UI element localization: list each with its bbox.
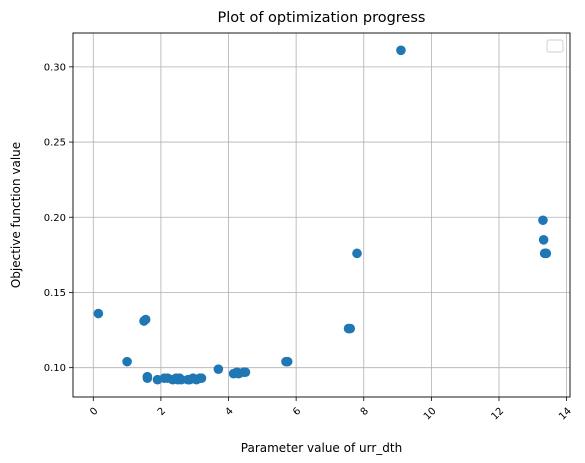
y-tick-label: 0.30 (44, 62, 66, 73)
y-tick-label: 0.20 (44, 213, 66, 224)
plot-frame (72, 32, 571, 398)
y-axis-ticks: 0.10 0.15 0.20 0.25 0.30 (44, 62, 73, 374)
scatter-point (176, 374, 186, 385)
scatter-point (122, 356, 132, 367)
scatter-points (93, 45, 552, 385)
scatter-point (538, 235, 549, 245)
scatter-point (396, 45, 406, 56)
scatter-point (282, 356, 293, 367)
scatter-point (345, 323, 356, 334)
scatter-point (142, 373, 153, 383)
y-tick-label: 0.25 (44, 138, 66, 149)
chart-title: Plot of optimization progress (218, 10, 426, 26)
y-axis-label: Objective function value (9, 142, 23, 288)
scatter-point (541, 248, 552, 259)
scatter-point (240, 367, 251, 377)
y-tick-label: 0.15 (44, 288, 66, 299)
x-axis-label: Parameter value of urr_dth (241, 441, 402, 455)
grid (73, 33, 570, 397)
scatter-point (538, 215, 548, 226)
scatter-point (352, 248, 362, 259)
scatter-point (93, 308, 104, 319)
scatter-point (196, 373, 207, 383)
y-tick-label: 0.10 (44, 363, 66, 374)
scatter-point (213, 364, 224, 374)
scatter-point (140, 314, 151, 325)
legend-box (546, 39, 564, 53)
